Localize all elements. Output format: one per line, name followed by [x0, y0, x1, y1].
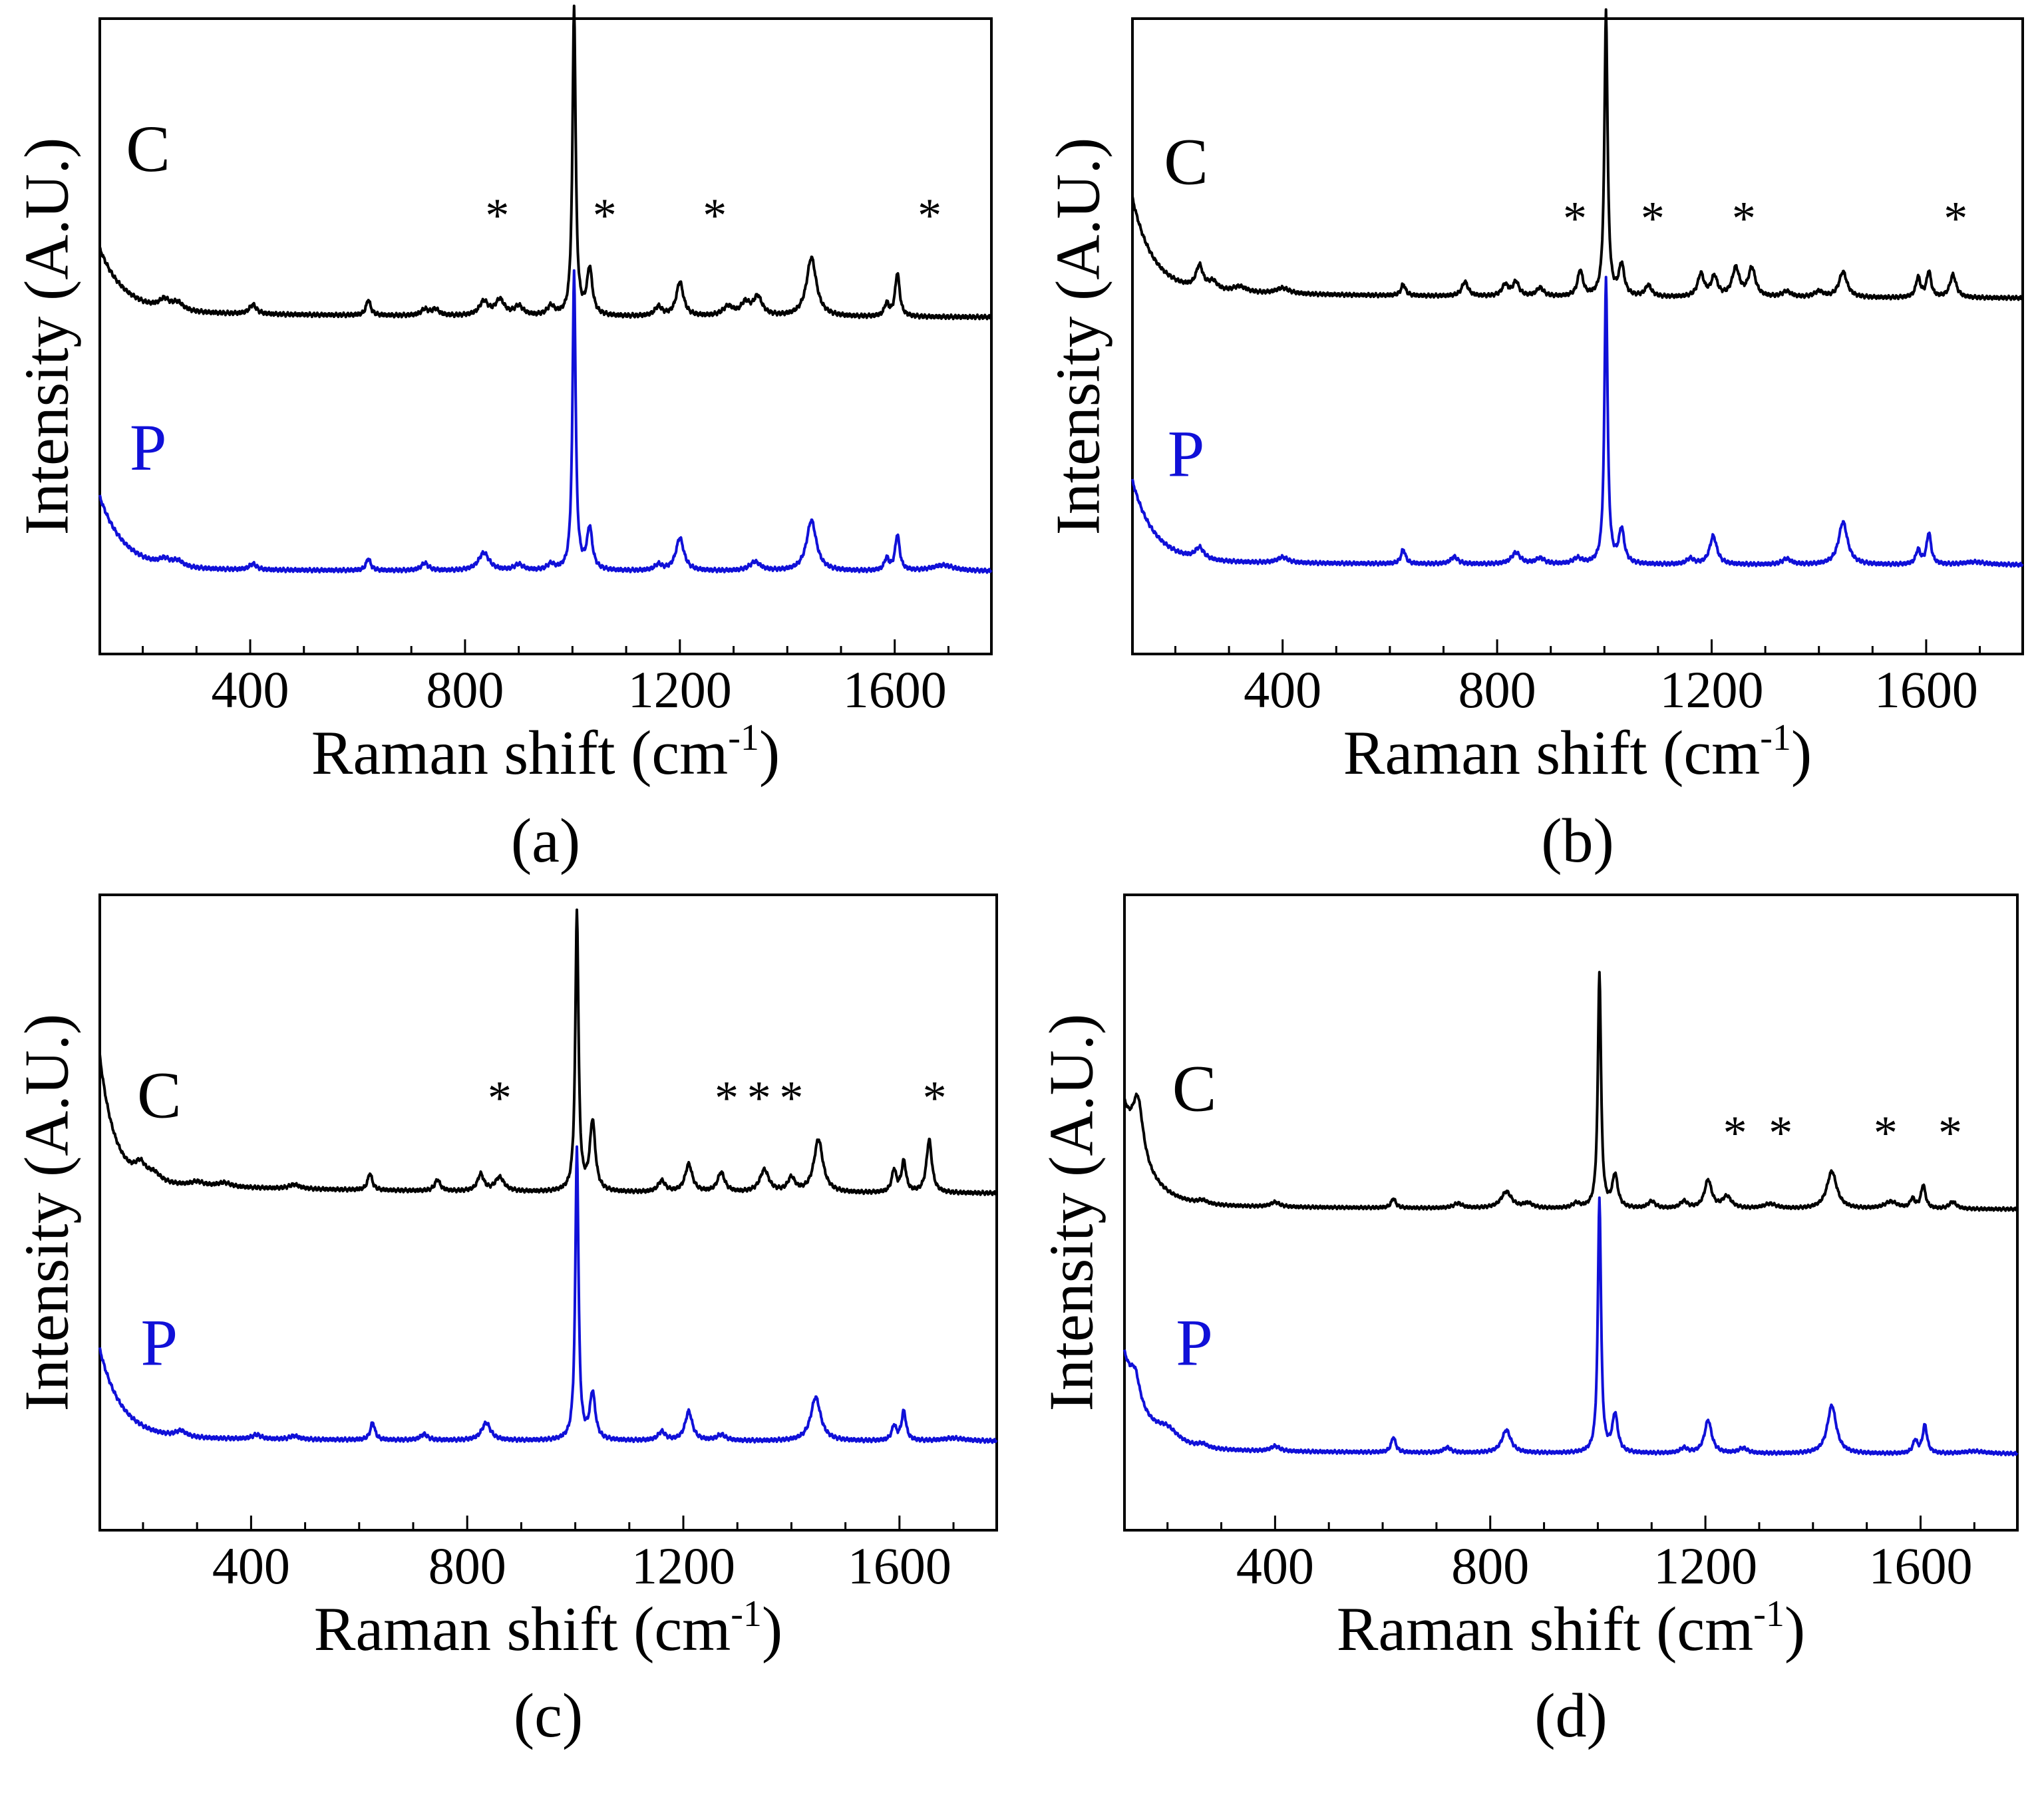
- panel-b: 400 800 1200 1600 Raman shift (cm-1) Intensit…: [1044, 8, 2024, 876]
- panel-0-panel-label: (a): [511, 806, 580, 876]
- panel-1-plot-frame: [1131, 17, 2024, 655]
- panel-2-peak-marker-asterisk: *: [923, 1071, 947, 1124]
- panel-2-plot-frame: [98, 894, 998, 1532]
- panel-1-series-P-line: [1131, 275, 2024, 568]
- panel-3-series-P-line: [1123, 1196, 2019, 1457]
- panel-0-x-tick-label: 800: [426, 661, 504, 719]
- panel-0-peak-marker-asterisk: *: [703, 189, 727, 242]
- panel-3-peak-marker-asterisk: *: [1938, 1106, 1962, 1160]
- panel-1-x-axis-label-close: ): [1791, 719, 1812, 788]
- panel-2-peak-marker-asterisk: *: [779, 1071, 803, 1124]
- panel-0-plot-frame: [98, 17, 993, 655]
- panel-3-panel-label: (d): [1534, 1681, 1608, 1750]
- panel-2-x-tick-label: 1200: [631, 1537, 735, 1595]
- panel-2-x-axis-label-sup: -1: [731, 1593, 762, 1635]
- panel-1-x-tick-label: 1600: [1874, 661, 1978, 719]
- panel-3-x-axis-label-sup: -1: [1753, 1593, 1785, 1635]
- panel-3-series-label-P: P: [1176, 1306, 1213, 1380]
- panel-a: 400 800 1200 1600 Raman shift (cm-1) Intensit…: [13, 4, 993, 876]
- panel-0-peak-marker-asterisk: *: [918, 189, 941, 242]
- panel-1-x-axis-label: Raman shift (cm-1): [1343, 717, 1812, 788]
- panel-2-x-tick-label: 1600: [848, 1537, 951, 1595]
- panel-1-peak-marker-asterisk: *: [1563, 192, 1587, 245]
- panel-3-y-axis-label: Intensity (A.U.): [1037, 1014, 1107, 1412]
- panel-0-x-tick-label: 1600: [843, 661, 947, 719]
- panel-0-x-axis-label-sup: -1: [728, 717, 759, 758]
- panel-3-plot-frame: [1123, 894, 2019, 1532]
- panel-3-x-tick-label: 400: [1236, 1537, 1314, 1595]
- panel-2-panel-label: (c): [514, 1681, 583, 1750]
- panel-0-x-tick-label: 400: [212, 661, 289, 719]
- panel-0-x-axis-label: Raman shift (cm-1): [311, 717, 780, 788]
- panel-1-y-axis-label: Intensity (A.U.): [1044, 138, 1113, 536]
- panel-3-peak-marker-asterisk: *: [1874, 1106, 1898, 1160]
- panel-1-panel-label: (b): [1541, 806, 1614, 876]
- panel-2-peak-marker-asterisk: *: [488, 1071, 512, 1124]
- panel-0-peak-marker-asterisk: *: [485, 189, 509, 242]
- panel-1-peak-marker-asterisk: *: [1641, 192, 1665, 245]
- panel-3-series-C-line: [1123, 971, 2019, 1212]
- panel-0-series-C-line: [98, 4, 993, 321]
- panel-1-series-C-line: [1131, 8, 2024, 301]
- panel-3-series-label-C: C: [1172, 1052, 1217, 1126]
- panel-0-series-label-P: P: [130, 410, 167, 484]
- panel-1-x-axis-label-main: Raman shift (cm: [1343, 719, 1761, 788]
- panel-1-x-axis-label-sup: -1: [1760, 717, 1791, 758]
- panel-c: 400 800 1200 1600 Raman shift (cm-1) Intensit…: [13, 894, 998, 1750]
- panel-3-x-tick-label: 1600: [1868, 1537, 1972, 1595]
- panel-2-x-axis-label-main: Raman shift (cm: [314, 1595, 731, 1664]
- panel-2-peak-marker-asterisk: *: [715, 1071, 739, 1124]
- panel-1-peak-marker-asterisk: *: [1944, 192, 1967, 245]
- panel-1-x-tick-label: 400: [1244, 661, 1321, 719]
- panel-d: 400 800 1200 1600 Raman shift (cm-1) Intensit…: [1037, 894, 2019, 1750]
- panel-2-series-label-P: P: [141, 1306, 178, 1380]
- panel-0-y-axis-label: Intensity (A.U.): [13, 138, 82, 536]
- panel-2-x-tick-label: 400: [212, 1537, 290, 1595]
- panel-2-series-C-line: [98, 908, 998, 1196]
- panel-2-series-P-line: [98, 1145, 998, 1444]
- panel-2-x-tick-label: 800: [428, 1537, 506, 1595]
- panel-0-series-label-C: C: [126, 112, 170, 186]
- panel-0-x-axis-label-main: Raman shift (cm: [311, 719, 729, 788]
- panel-0-x-axis-label-close: ): [759, 719, 780, 788]
- panel-3-x-axis-label-close: ): [1785, 1595, 1805, 1664]
- panel-2-x-axis-label: Raman shift (cm-1): [314, 1593, 782, 1664]
- panel-1-series-label-P: P: [1168, 417, 1205, 491]
- panel-0-series-P-line: [98, 269, 993, 574]
- panel-1-x-tick-label: 1200: [1660, 661, 1764, 719]
- panel-2-series-label-C: C: [137, 1058, 182, 1132]
- panel-2-y-axis-label: Intensity (A.U.): [13, 1014, 82, 1412]
- panel-1-x-tick-label: 800: [1458, 661, 1536, 719]
- panel-3-peak-marker-asterisk: *: [1723, 1106, 1747, 1160]
- panel-3-x-axis-label: Raman shift (cm-1): [1337, 1593, 1805, 1664]
- panel-0-peak-marker-asterisk: *: [593, 189, 617, 242]
- panel-3-peak-marker-asterisk: *: [1769, 1106, 1792, 1160]
- panel-1-series-label-C: C: [1164, 124, 1208, 198]
- panel-3-x-tick-label: 1200: [1653, 1537, 1757, 1595]
- panel-2-peak-marker-asterisk: *: [747, 1071, 771, 1124]
- panel-0-x-tick-label: 1200: [628, 661, 732, 719]
- panel-1-peak-marker-asterisk: *: [1732, 192, 1756, 245]
- panel-3-x-axis-label-main: Raman shift (cm: [1337, 1595, 1754, 1664]
- panel-2-x-axis-label-close: ): [762, 1595, 782, 1664]
- panel-3-x-tick-label: 800: [1451, 1537, 1529, 1595]
